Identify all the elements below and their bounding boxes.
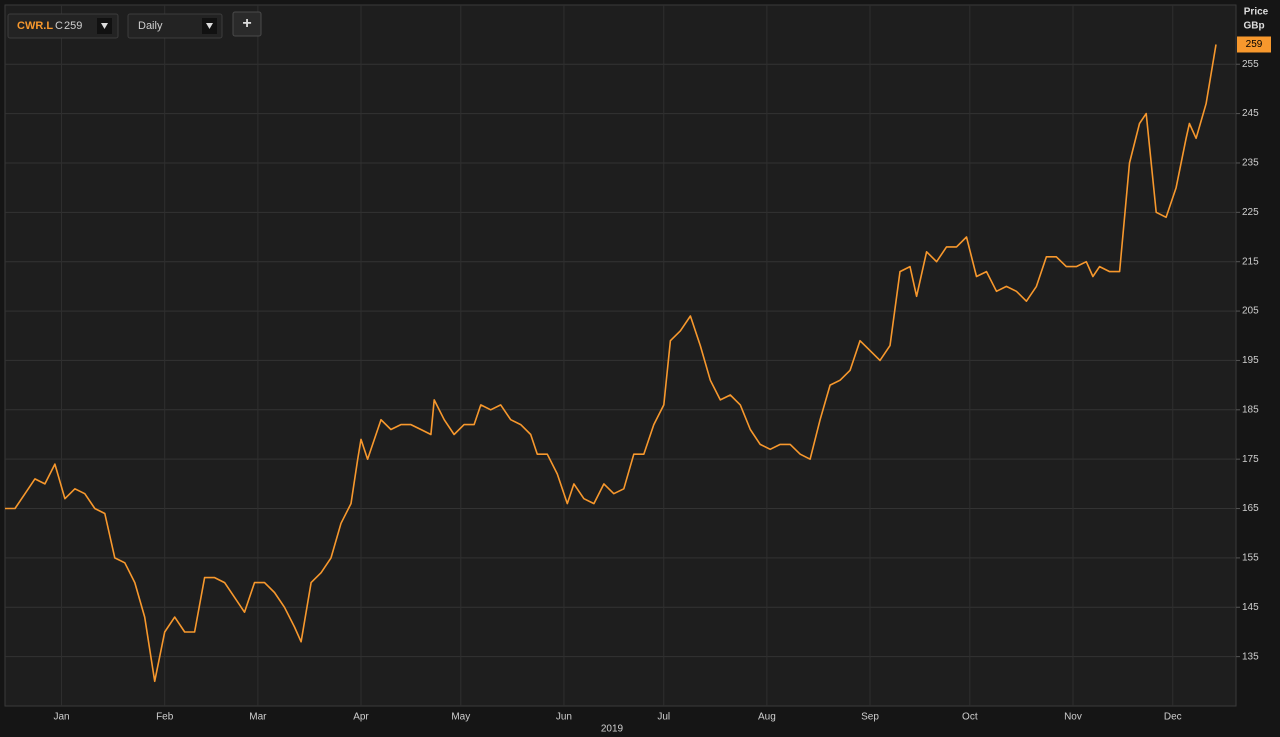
y-tick-label: 175	[1242, 454, 1259, 465]
x-tick-label: Mar	[249, 712, 267, 723]
y-tick-label: 245	[1242, 108, 1259, 119]
y-tick-label: 145	[1242, 602, 1259, 613]
y-tick-label: 185	[1242, 404, 1259, 415]
ticker: CWR.L	[17, 20, 53, 32]
x-tick-label: Oct	[962, 712, 978, 723]
last-price: 259	[1246, 39, 1263, 50]
price-line	[5, 44, 1217, 683]
x-tick-label: Dec	[1164, 712, 1182, 723]
y-tick-label: 215	[1242, 256, 1259, 267]
y-tick-label: 255	[1242, 59, 1259, 70]
close-prefix: C	[55, 20, 63, 32]
x-tick-label: Jun	[556, 712, 572, 723]
interval-box[interactable]	[127, 13, 223, 39]
plot-area	[4, 4, 1237, 707]
x-tick-label: Feb	[156, 712, 174, 723]
y-tick-label: 155	[1242, 553, 1259, 564]
y-tick-label: 225	[1242, 207, 1259, 218]
x-tick-label: Apr	[353, 712, 369, 723]
interval: Daily	[138, 20, 163, 32]
x-tick-label: May	[451, 712, 470, 723]
arrow-icon	[101, 23, 108, 29]
x-label: 2019	[601, 724, 624, 735]
x-tick-label: Aug	[758, 712, 776, 723]
y-tick-label: 165	[1242, 503, 1259, 514]
x-tick-label: Sep	[861, 712, 879, 723]
arrow-icon	[206, 23, 213, 29]
y-tick-label: 235	[1242, 158, 1259, 169]
close-value: 259	[64, 20, 82, 32]
x-tick-label: Jan	[53, 712, 69, 723]
y-label: GBp	[1243, 21, 1264, 32]
x-tick-label: Jul	[657, 712, 670, 723]
y-tick-label: 195	[1242, 355, 1259, 366]
add-button[interactable]	[232, 11, 262, 37]
x-tick-label: Nov	[1064, 712, 1082, 723]
add-icon: +	[242, 15, 251, 32]
y-tick-label: 205	[1242, 306, 1259, 317]
y-tick-label: 135	[1242, 651, 1259, 662]
ticker-box[interactable]	[7, 13, 119, 39]
y-label: Price	[1244, 7, 1269, 18]
last-price-tag	[1237, 36, 1271, 53]
